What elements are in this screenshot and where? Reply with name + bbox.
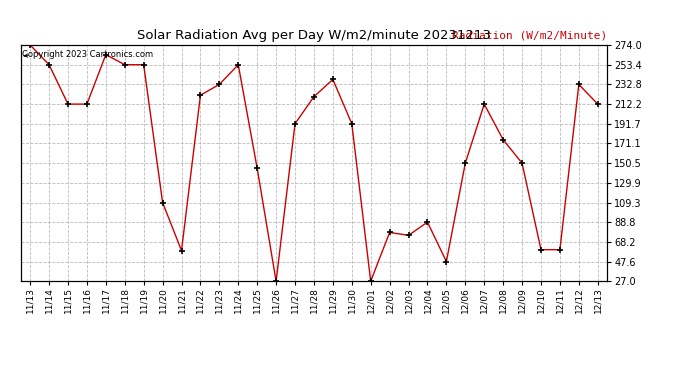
Text: Copyright 2023 Cartronics.com: Copyright 2023 Cartronics.com [22,50,153,59]
Title: Solar Radiation Avg per Day W/m2/minute 20231213: Solar Radiation Avg per Day W/m2/minute … [137,30,491,42]
Text: Radiation (W/m2/Minute): Radiation (W/m2/Minute) [452,30,607,40]
